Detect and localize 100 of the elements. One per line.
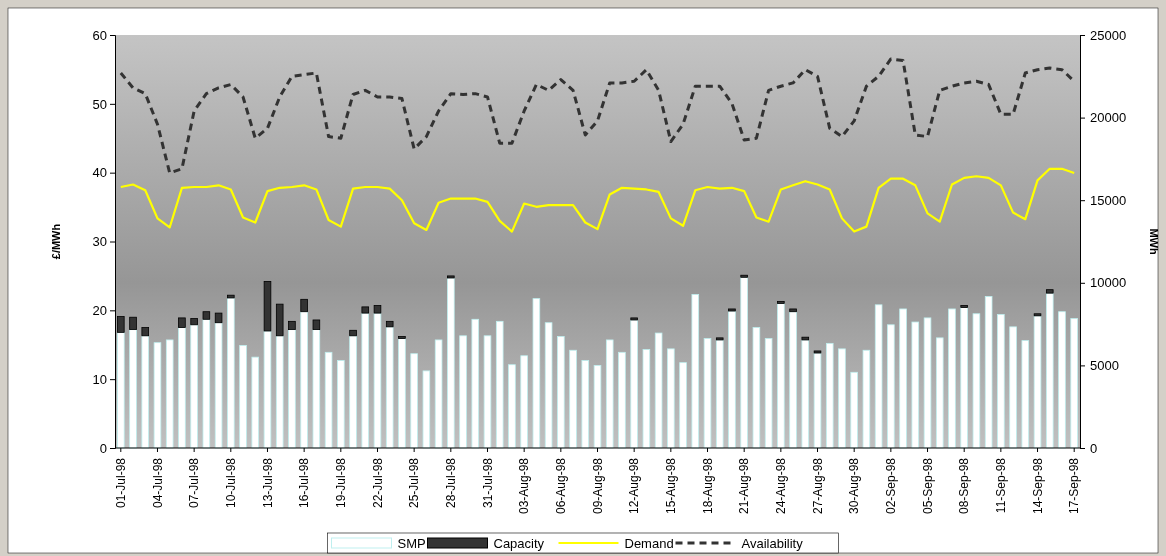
x-tick-label: 10-Jul-98 (224, 457, 239, 509)
y-tick-label: 60 (92, 27, 107, 43)
line-series (119, 167, 1076, 233)
bar (874, 304, 883, 449)
y-tick-label: 40 (92, 165, 107, 181)
bar (178, 317, 186, 328)
bar (373, 312, 382, 449)
x-tick-label: 03-Aug-98 (517, 457, 532, 515)
bar (520, 355, 528, 449)
bar (544, 322, 553, 449)
bar (960, 307, 968, 449)
bar (275, 303, 284, 337)
bar (740, 274, 748, 278)
bar (825, 342, 834, 449)
y-tick-label: 0 (99, 440, 107, 456)
bar (288, 320, 296, 331)
y2-tick-label: 15000 (1090, 192, 1127, 208)
x-tick-label: 18-Aug-98 (700, 457, 715, 515)
bar (1045, 289, 1054, 294)
x-tick-label: 17-Sep-98 (1067, 457, 1082, 515)
y2-tick-label: 25000 (1090, 27, 1127, 43)
bar (324, 351, 333, 449)
y-axis-title: £/MWh (50, 223, 62, 260)
bar (984, 296, 993, 449)
bar (679, 362, 687, 449)
bar (1033, 315, 1042, 449)
bar (948, 308, 956, 449)
x-tick-label: 15-Aug-98 (664, 457, 679, 515)
bar (557, 336, 565, 449)
bar (447, 277, 455, 449)
bar (813, 350, 822, 354)
y-tick-label: 10 (92, 371, 107, 387)
bar (1070, 318, 1078, 449)
bar (850, 371, 858, 449)
x-tick-label: 25-Jul-98 (407, 457, 422, 509)
bar (263, 281, 272, 332)
bar (593, 365, 602, 449)
bar (434, 339, 443, 449)
x-tick-label: 08-Sep-98 (957, 457, 972, 515)
x-tick-label: 31-Jul-98 (480, 457, 495, 509)
bar (153, 342, 162, 449)
bar (300, 311, 308, 449)
bar (117, 331, 125, 449)
bar (141, 327, 150, 337)
bar (239, 345, 247, 449)
y2-axis-title: MWh (1148, 228, 1160, 255)
x-tick-label: 28-Jul-98 (444, 457, 459, 509)
x-tick-label: 09-Aug-98 (590, 457, 605, 515)
bar (1021, 340, 1030, 449)
bar (703, 338, 712, 449)
bar (227, 294, 235, 299)
bar (483, 335, 492, 449)
bar (349, 329, 357, 337)
bar (398, 338, 406, 449)
x-tick-label: 07-Jul-98 (187, 457, 202, 509)
bar (251, 356, 260, 449)
bar (972, 313, 981, 449)
bar (214, 322, 223, 449)
bar (789, 311, 797, 449)
y2-tick-label: 20000 (1090, 110, 1127, 126)
bar (532, 298, 541, 449)
bar (887, 324, 895, 449)
bar (691, 294, 700, 449)
bar (471, 318, 480, 449)
bar (422, 370, 431, 449)
bar (630, 319, 638, 449)
legend-label: Demand (624, 536, 674, 551)
legend-label: Availability (741, 536, 804, 551)
bar (373, 305, 382, 314)
x-tick-label: 27-Aug-98 (810, 457, 825, 515)
bar (178, 327, 186, 449)
bar (862, 349, 871, 449)
x-tick-label: 21-Aug-98 (737, 457, 752, 515)
bar (1058, 311, 1066, 449)
bar (165, 339, 174, 449)
bar (728, 308, 736, 312)
bar (581, 360, 590, 449)
bar (1009, 326, 1017, 449)
x-tick-label: 24-Aug-98 (774, 457, 789, 515)
bar (312, 329, 321, 449)
y2-tick-label: 0 (1090, 440, 1098, 456)
bar (227, 297, 235, 449)
y2-tick-label: 10000 (1090, 275, 1127, 291)
bar (202, 318, 211, 449)
bar (349, 335, 357, 449)
bar (398, 336, 406, 339)
bar (459, 335, 467, 449)
x-tick-label: 04-Jul-98 (150, 457, 165, 509)
bar (777, 300, 785, 304)
legend-label: SMP (397, 536, 426, 551)
bar (385, 326, 394, 449)
x-tick-label: 05-Sep-98 (920, 457, 935, 515)
bar (911, 321, 920, 449)
bar (728, 310, 736, 449)
bar (777, 303, 785, 449)
bar (642, 349, 651, 449)
bar (654, 332, 663, 449)
bar (740, 276, 748, 449)
bar (300, 298, 308, 313)
x-tick-label: 22-Jul-98 (370, 457, 385, 509)
